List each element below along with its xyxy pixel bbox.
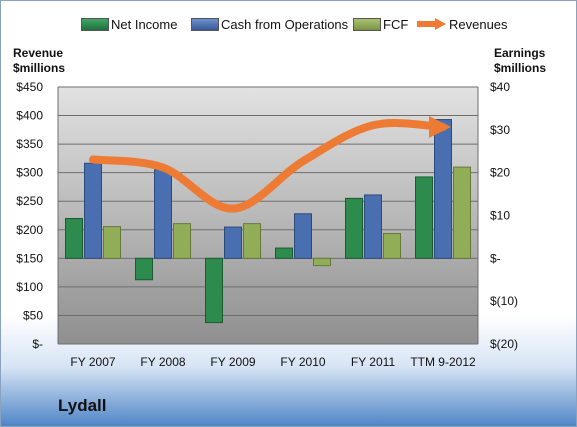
bar-fcf	[243, 223, 261, 259]
right-tick-label: $(10)	[490, 294, 518, 308]
right-axis-title-line2: $millions	[494, 61, 547, 75]
revenue-point	[231, 207, 235, 211]
tick-labels: $- $50 $100 $150 $200 $250 $300 $350 $400 $450 $(2…	[16, 80, 518, 369]
left-axis-title-line2: $millions	[13, 61, 66, 75]
revenue-point	[301, 159, 305, 163]
left-tick-label: $100	[16, 280, 43, 294]
right-tick-label: $30	[490, 123, 510, 137]
revenue-line-arrowhead	[429, 115, 451, 138]
bar-cash-from-operations	[154, 169, 172, 259]
legend-label-net-income: Net Income	[111, 17, 178, 32]
right-axis-title-line1: Earnings	[494, 46, 546, 60]
right-tick-label: $-	[490, 251, 501, 265]
bar-cash-from-operations	[294, 213, 312, 259]
gridlines	[57, 86, 479, 345]
right-tick-label: $40	[490, 80, 510, 94]
left-tick-label: $300	[16, 166, 43, 180]
left-tick-label: $-	[32, 337, 43, 351]
left-tick-label: $350	[16, 137, 43, 151]
legend-swatch-fcf	[353, 18, 381, 31]
category-label: FY 2007	[70, 355, 115, 369]
bar-net-income	[345, 197, 363, 259]
legend-swatch-net-income	[81, 18, 109, 31]
left-tick-label: $200	[16, 223, 43, 237]
legend-label-cash-from-operations: Cash from Operations	[221, 17, 349, 32]
revenue-line	[89, 119, 447, 213]
bar-fcf	[383, 232, 401, 259]
bar-fcf	[453, 166, 471, 259]
left-tick-label: $400	[16, 109, 43, 123]
category-label: TTM 9-2012	[410, 355, 476, 369]
bar-net-income	[65, 217, 83, 259]
legend-swatch-cash-from-operations	[191, 18, 219, 31]
revenue-point	[161, 166, 165, 170]
left-tick-label: $250	[16, 194, 43, 208]
left-tick-label: $150	[16, 251, 43, 265]
category-label: FY 2011	[351, 355, 396, 369]
bar-net-income	[415, 176, 433, 259]
revenue-point	[91, 158, 95, 162]
category-label: FY 2010	[280, 355, 325, 369]
left-tick-label: $50	[23, 308, 43, 322]
right-tick-label: $(20)	[490, 337, 518, 351]
left-axis-title-line1: Revenue	[13, 46, 64, 60]
legend-label-fcf: FCF	[383, 17, 409, 32]
bars	[65, 119, 471, 324]
bar-cash-from-operations	[224, 226, 242, 259]
revenue-line-group	[89, 115, 451, 213]
left-axis-title: Revenue $millions	[13, 46, 65, 76]
bar-cash-from-operations	[364, 194, 382, 259]
bar-net-income	[135, 257, 153, 281]
bar-cash-from-operations	[84, 162, 102, 259]
bar-fcf	[313, 257, 331, 267]
revenue-point	[371, 123, 375, 127]
right-tick-label: $20	[490, 166, 510, 180]
legend-label-revenues: Revenues	[449, 17, 508, 32]
plot-area	[58, 87, 478, 344]
bar-net-income	[205, 257, 223, 324]
legend: Net Income Cash from Operations FCF Reve…	[1, 13, 576, 37]
bar-net-income	[275, 247, 293, 259]
legend-swatch-revenues	[417, 18, 446, 30]
right-tick-label: $10	[490, 209, 510, 223]
category-label: FY 2008	[140, 355, 185, 369]
bar-fcf	[103, 226, 121, 259]
bar-fcf	[173, 223, 191, 259]
bar-cash-from-operations	[434, 119, 452, 259]
right-axis-title: Earnings $millions	[494, 46, 546, 76]
company-name: Lydall	[58, 396, 107, 415]
category-label: FY 2009	[210, 355, 255, 369]
left-tick-label: $450	[16, 80, 43, 94]
revenue-point	[441, 125, 445, 129]
